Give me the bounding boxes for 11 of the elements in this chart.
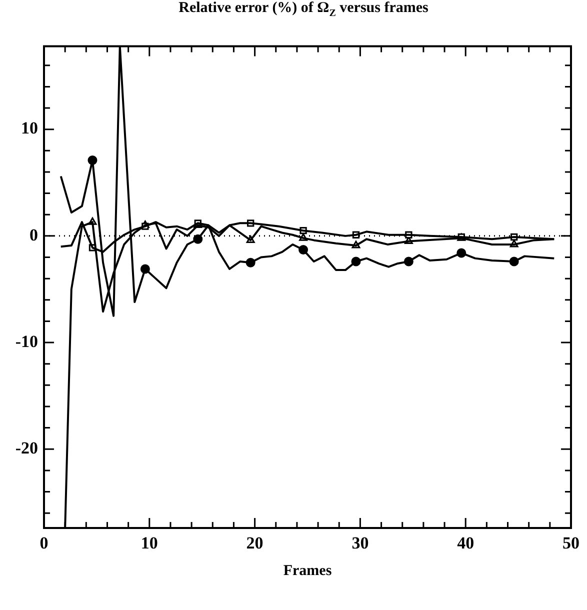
- y-tick-label: 10: [21, 118, 38, 138]
- x-tick-label: 40: [457, 534, 474, 553]
- chart-title: Relative error (%) of Ω$_{Z}$ versus frames: [178, 0, 430, 21]
- y-tick-label: 0: [30, 225, 38, 244]
- x-tick-label: 30: [352, 534, 369, 553]
- x-tick-label: 20: [246, 534, 264, 553]
- y-tick-label: -20: [15, 438, 38, 458]
- y-tick-label: -10: [15, 332, 38, 351]
- x-tick-label: 10: [140, 534, 158, 553]
- x-tick-label: 50: [562, 534, 580, 553]
- x-axis-title: Frames: [283, 562, 332, 579]
